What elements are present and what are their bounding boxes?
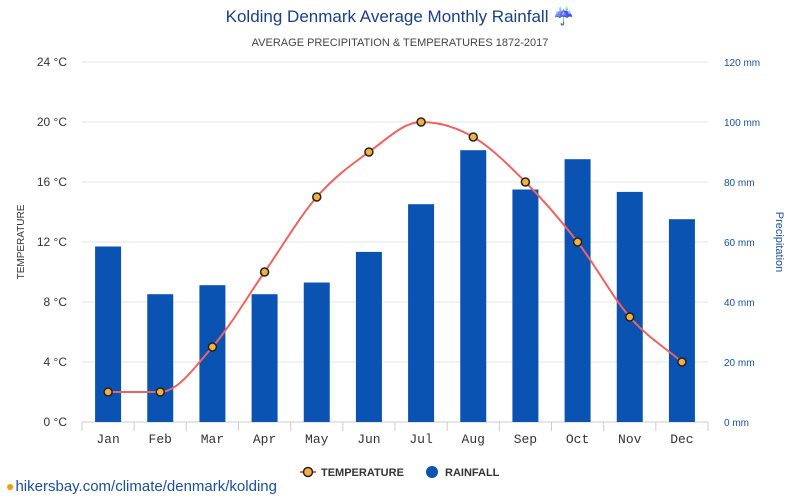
y-axis-right: 0 mm 20 mm 40 mm 60 mm 80 mm 100 mm 120 mm	[724, 58, 760, 429]
chart-title: Kolding Denmark Average Monthly Rainfall…	[226, 6, 575, 26]
y-axis-left: 0 °C 4 °C 8 °C 12 °C 16 °C 20 °C 24 °C	[37, 55, 67, 429]
chart-subtitle: AVERAGE PRECIPITATION & TEMPERATURES 187…	[252, 37, 549, 49]
x-tick-label: Oct	[566, 432, 589, 447]
temperature-point	[364, 147, 374, 157]
y-right-tick-label: 120 mm	[724, 58, 760, 69]
rainfall-bar	[147, 294, 174, 422]
rainfall-bar	[303, 282, 330, 422]
temperature-point	[259, 267, 270, 277]
y-right-tick-label: 40 mm	[724, 298, 755, 309]
rainfall-bar	[460, 150, 487, 422]
temperature-line	[108, 120, 683, 393]
x-tick-label: Jul	[409, 432, 433, 447]
x-tick-label: Jun	[357, 432, 380, 447]
rainfall-bar	[512, 189, 539, 422]
y-right-tick-label: 20 mm	[724, 358, 755, 369]
temperature-point	[677, 357, 687, 367]
temperature-point	[103, 387, 113, 397]
legend-temperature-marker	[302, 466, 314, 478]
y-left-tick-label: 8 °C	[44, 295, 68, 309]
x-tick-label: Dec	[670, 432, 693, 447]
y-left-tick-label: 12 °C	[37, 235, 67, 249]
temperature-point	[625, 312, 635, 322]
rainfall-bars	[95, 150, 695, 422]
rainfall-bar	[408, 204, 435, 422]
temperature-point	[468, 132, 478, 142]
y-axis-right-title: Precipitation	[773, 212, 785, 273]
y-left-tick-label: 16 °C	[37, 175, 67, 189]
rainfall-bar	[199, 285, 226, 422]
source-link[interactable]: ●hikersbay.com/climate/denmark/kolding	[6, 478, 277, 495]
x-tick-label: Jan	[96, 432, 119, 447]
map-pin-icon: ●	[6, 478, 15, 494]
temperature-point	[520, 177, 531, 187]
x-axis: Jan Feb Mar Apr May Jun Jul Aug Sep Oct Nov Dec	[81, 422, 709, 447]
x-tick-label: Mar	[201, 432, 224, 447]
legend-rainfall-dot	[426, 466, 438, 478]
temperature-line-group	[103, 117, 687, 397]
rainfall-bar	[668, 219, 695, 422]
legend: TEMPERATURE RAINFALL	[300, 466, 500, 479]
y-axis-left-title: TEMPERATURE	[16, 204, 27, 279]
temperature-point	[416, 117, 426, 127]
y-right-tick-label: 100 mm	[724, 118, 760, 129]
x-tick-label: Nov	[618, 432, 642, 447]
y-left-tick-label: 0 °C	[44, 415, 68, 429]
x-tick-label: Feb	[149, 432, 172, 447]
legend-temperature-label: TEMPERATURE	[321, 467, 404, 479]
rainfall-bar	[355, 251, 382, 422]
y-right-tick-label: 60 mm	[724, 238, 755, 249]
y-left-tick-label: 20 °C	[37, 115, 67, 129]
source-link-text: hikersbay.com/climate/denmark/kolding	[15, 478, 277, 495]
temperature-point	[312, 192, 322, 202]
gridlines	[82, 61, 708, 423]
x-tick-label: Aug	[462, 432, 485, 447]
x-tick-label: May	[305, 432, 329, 447]
y-left-tick-label: 4 °C	[44, 355, 68, 369]
y-right-tick-label: 0 mm	[724, 418, 749, 429]
rainfall-bar	[564, 159, 591, 422]
legend-item-temperature[interactable]: TEMPERATURE	[300, 466, 404, 479]
temperature-point	[207, 342, 218, 352]
y-right-tick-label: 80 mm	[724, 178, 755, 189]
x-tick-label: Sep	[514, 432, 537, 447]
rainfall-bar	[251, 294, 278, 422]
legend-item-rainfall[interactable]: RAINFALL	[426, 466, 500, 479]
y-left-tick-label: 24 °C	[37, 55, 67, 69]
legend-rainfall-label: RAINFALL	[445, 467, 500, 479]
x-tick-label: Apr	[253, 432, 276, 447]
temperature-point	[155, 387, 165, 397]
temperature-point	[572, 237, 583, 247]
